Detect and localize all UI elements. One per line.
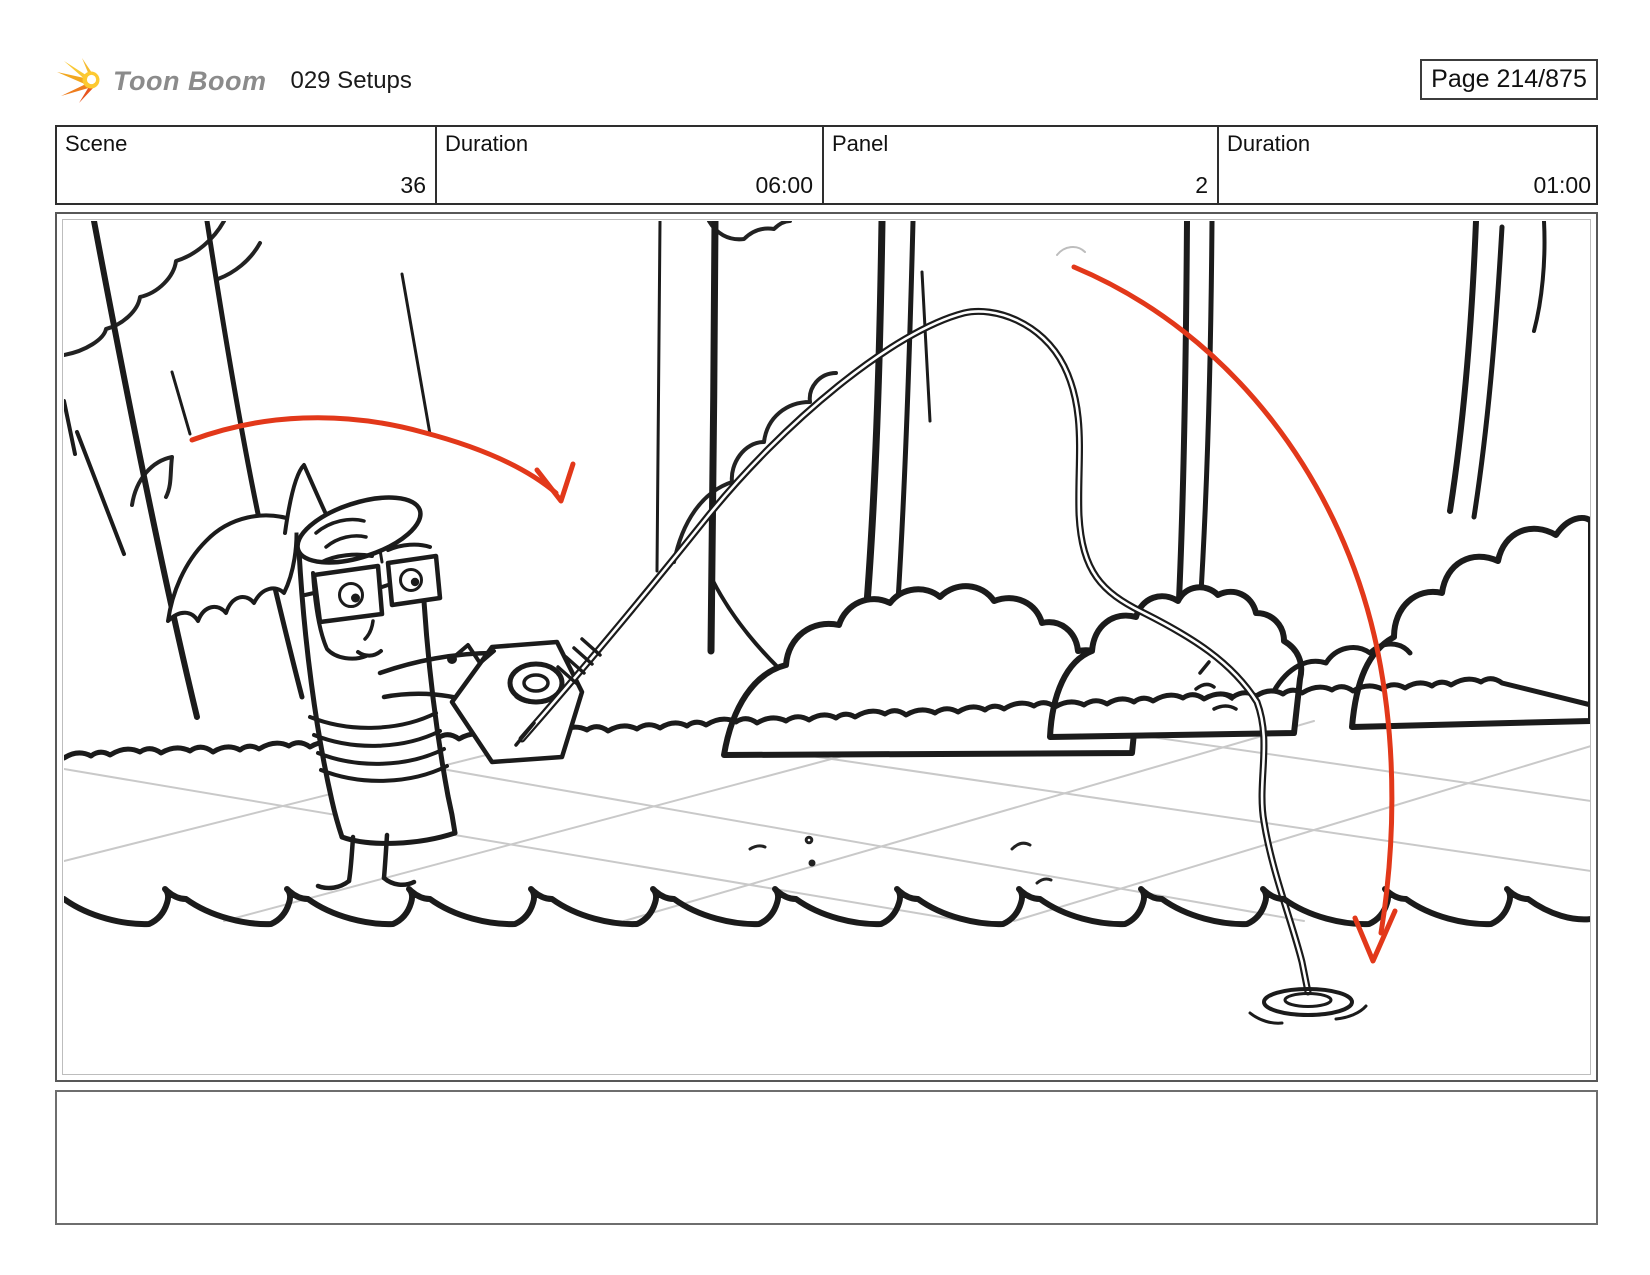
shore-sketch-marks xyxy=(1194,660,1238,711)
reel-crank xyxy=(452,643,496,665)
bushes xyxy=(721,515,1590,758)
scene-cell: Scene 36 xyxy=(57,127,437,203)
panel-cell: Panel 2 xyxy=(824,127,1219,203)
panel-duration-cell: Duration 01:00 xyxy=(1219,127,1600,203)
scene-label: Scene xyxy=(65,131,128,156)
shoreline xyxy=(64,676,1590,761)
water-wave xyxy=(64,886,1590,928)
brand-text: Toon Boom xyxy=(113,65,267,96)
scene-info-row: Scene 36 Duration 06:00 Panel 2 Duration… xyxy=(55,125,1598,205)
cast-arrow-right xyxy=(1071,264,1395,936)
storyboard-panel xyxy=(55,212,1598,1082)
panel-label: Panel xyxy=(832,131,889,156)
page-number-label: Page 214/875 xyxy=(1431,65,1587,93)
face-details xyxy=(320,542,432,658)
tree-trunks xyxy=(64,221,1547,742)
toonboom-sunburst-icon xyxy=(57,58,100,103)
page-title: 029 Setups xyxy=(290,67,412,94)
rod-grip-lashing xyxy=(514,637,602,747)
fishing-rod-and-line xyxy=(514,307,1312,996)
eyes xyxy=(338,568,423,608)
storyboard-panel-frame xyxy=(62,219,1591,1075)
panel-value: 2 xyxy=(1195,172,1208,198)
waistband-stripes xyxy=(308,711,449,783)
character-legs xyxy=(315,832,417,891)
fishing-reel xyxy=(447,639,585,765)
scene-duration-cell: Duration 06:00 xyxy=(437,127,824,203)
motion-arrows xyxy=(189,264,1398,964)
storyboard-drawing xyxy=(64,221,1590,1025)
page-header: Toon Boom 029 Setups Page 214/875 xyxy=(55,55,1598,107)
bush-lower-edge xyxy=(1271,641,1413,694)
cast-arrow-right-head xyxy=(1352,908,1398,964)
character-fisher xyxy=(166,463,497,891)
hair-bangs xyxy=(314,517,368,549)
cloud-outlines xyxy=(64,221,838,564)
dock-specks xyxy=(748,835,1053,885)
panel-duration-value: 01:00 xyxy=(1533,172,1591,198)
character-ponytail xyxy=(166,513,299,623)
page-number-box: Page 214/875 xyxy=(1420,59,1598,100)
cast-arrow-left xyxy=(189,415,559,496)
scene-duration-label: Duration xyxy=(445,131,529,156)
caption-box xyxy=(55,1090,1598,1225)
pencil-curl xyxy=(1056,246,1086,256)
cast-arrow-left-head xyxy=(534,461,576,504)
water-ripple xyxy=(1248,987,1368,1025)
panel-duration-label: Duration xyxy=(1227,131,1311,156)
character-body xyxy=(299,551,455,844)
scene-value: 36 xyxy=(400,172,426,198)
scene-duration-value: 06:00 xyxy=(755,172,813,198)
